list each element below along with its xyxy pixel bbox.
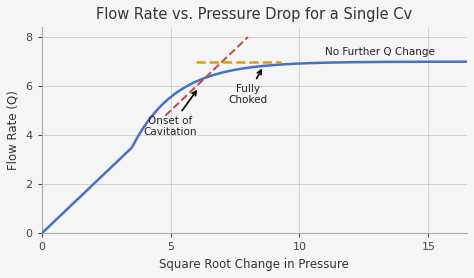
X-axis label: Square Root Change in Pressure: Square Root Change in Pressure — [159, 258, 349, 271]
Text: Onset of
Cavitation: Onset of Cavitation — [144, 91, 197, 137]
Text: No Further Q Change: No Further Q Change — [325, 47, 435, 57]
Title: Flow Rate vs. Pressure Drop for a Single Cv: Flow Rate vs. Pressure Drop for a Single… — [96, 7, 412, 22]
Text: Fully
Choked: Fully Choked — [228, 70, 267, 105]
Y-axis label: Flow Rate (Q): Flow Rate (Q) — [7, 90, 20, 170]
